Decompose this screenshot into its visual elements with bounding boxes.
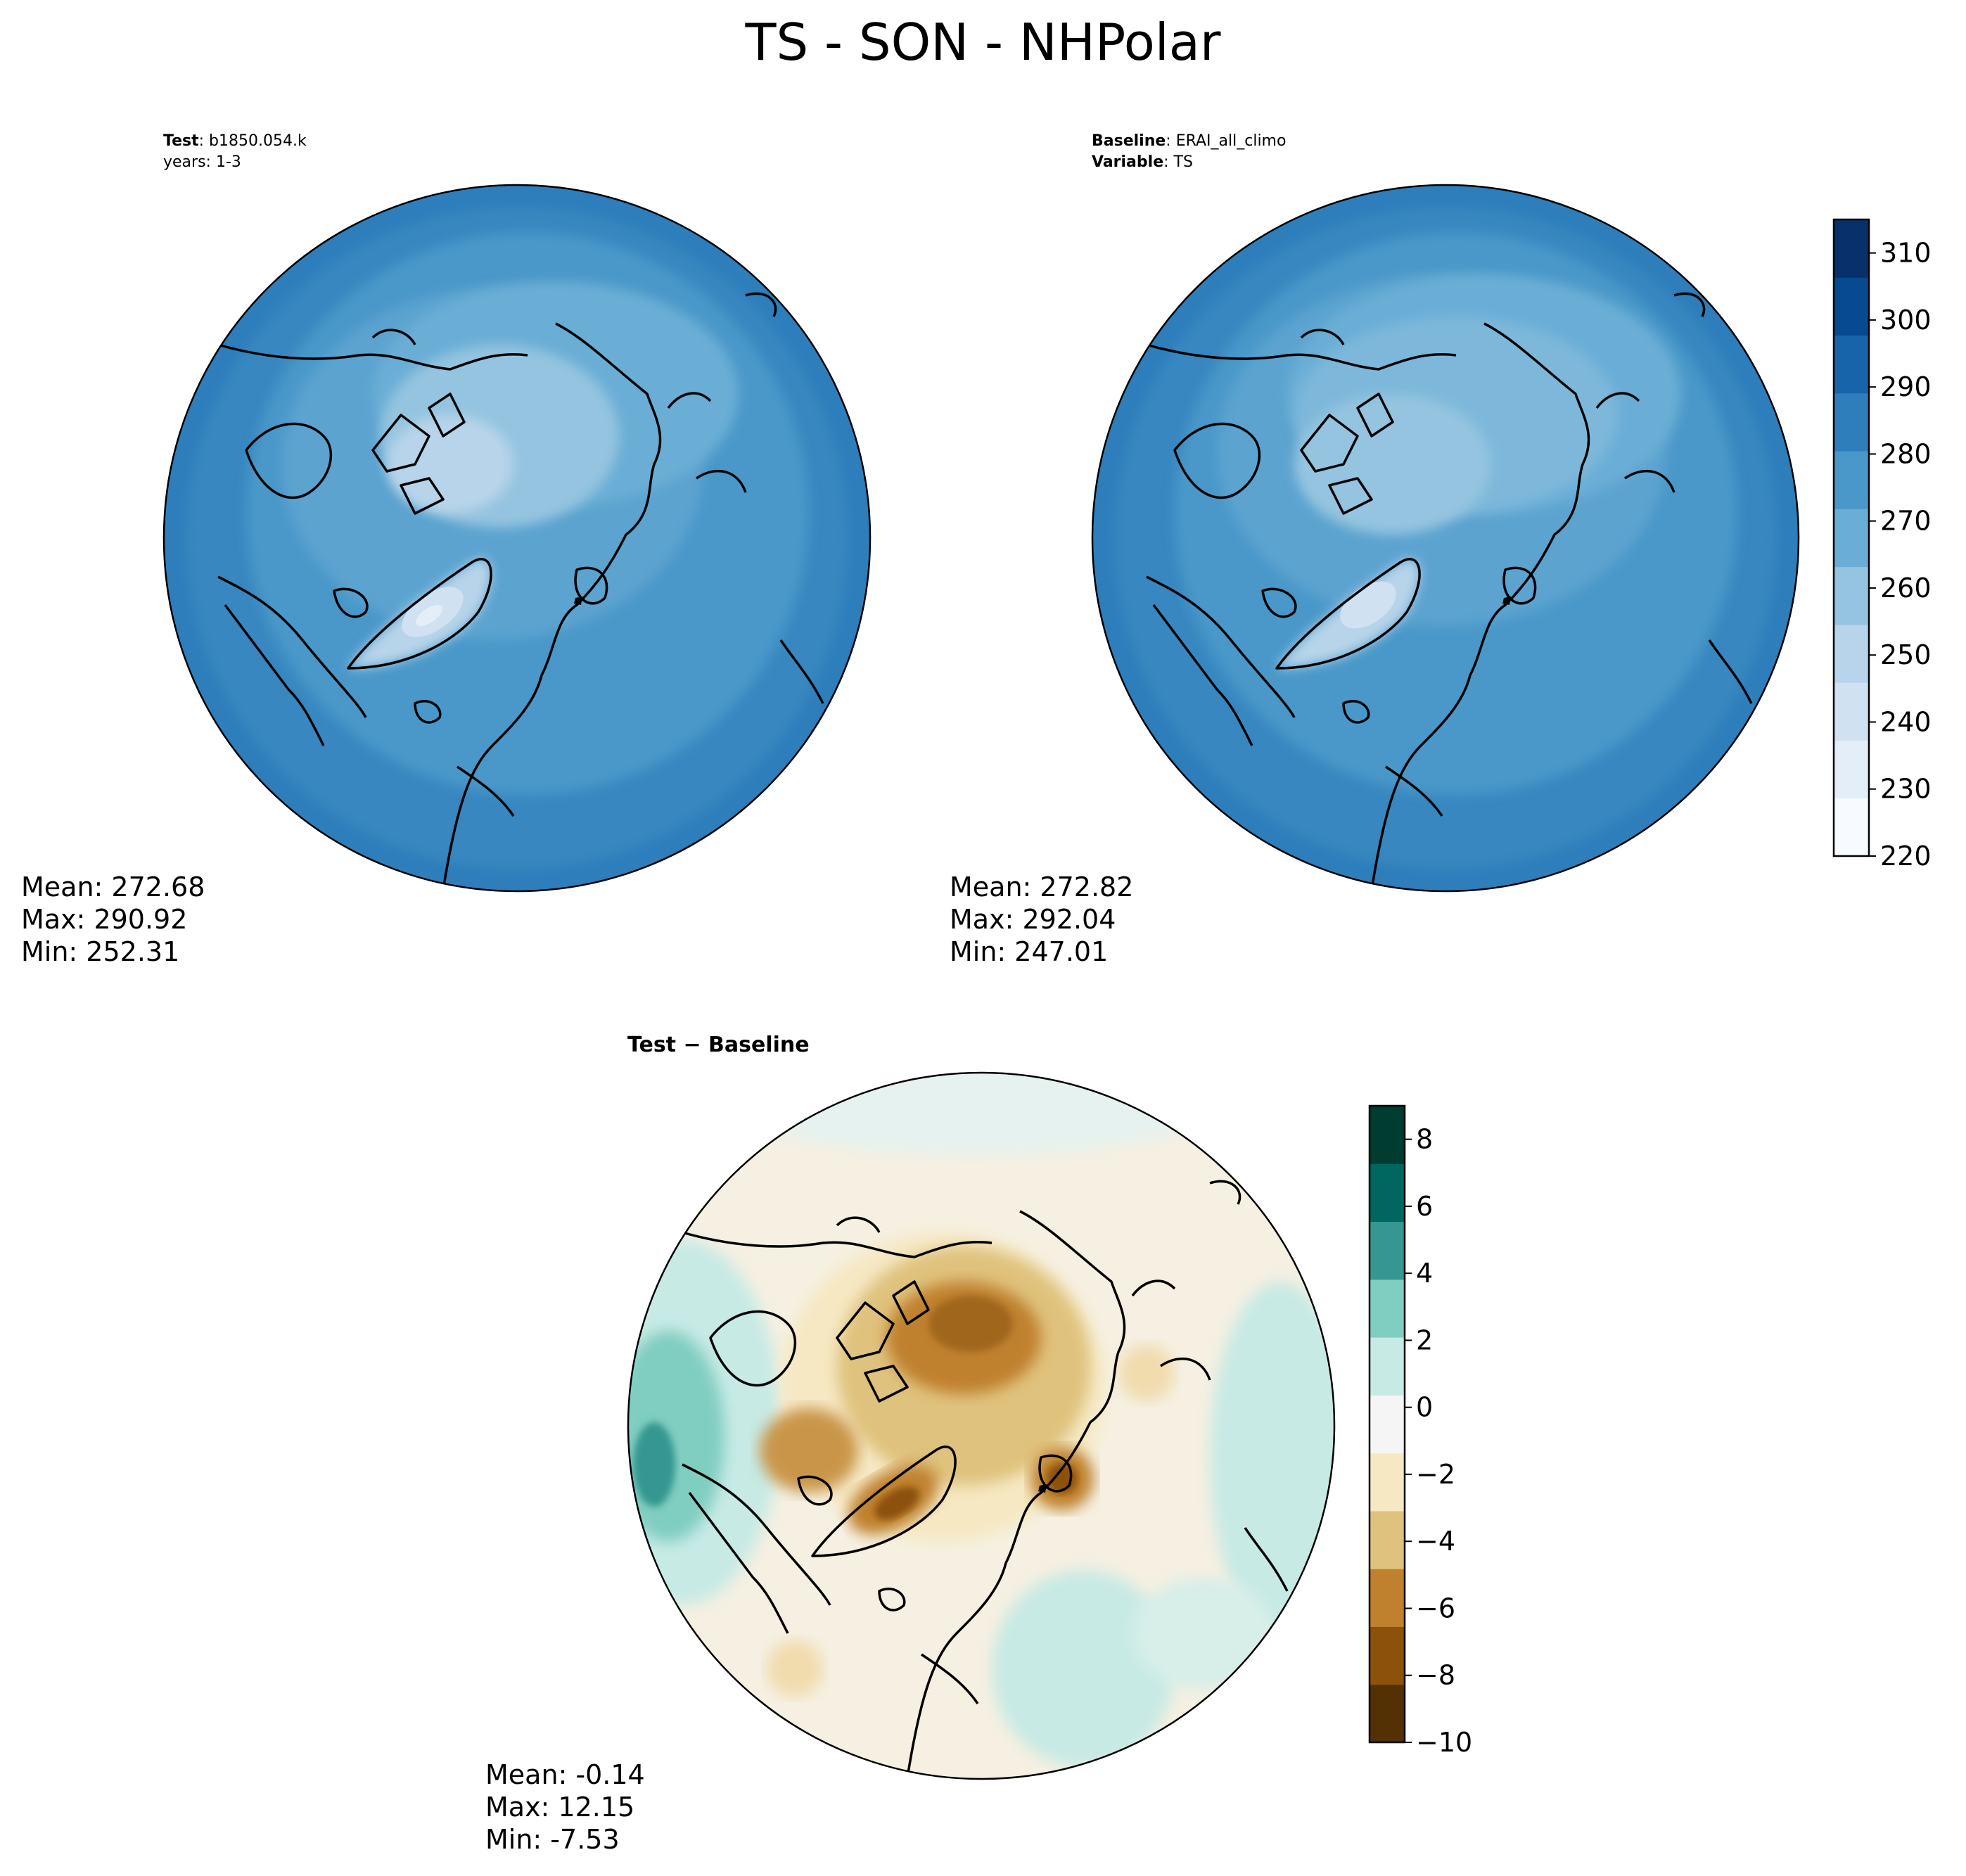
variable-label: Variable bbox=[1092, 153, 1164, 171]
baseline-mean: Mean: 272.82 bbox=[950, 872, 1134, 902]
colorbar-absolute-swatch bbox=[1834, 682, 1869, 741]
colorbar-difference-tick-label: 6 bbox=[1416, 1191, 1433, 1222]
colorbar-absolute-swatch bbox=[1834, 219, 1869, 278]
colorbar-difference-swatch bbox=[1370, 1221, 1405, 1280]
colorbar-difference-tick-label: 4 bbox=[1416, 1258, 1433, 1289]
colorbar-difference-tick-label: −10 bbox=[1416, 1727, 1472, 1758]
colorbar-absolute-tick-label: 230 bbox=[1880, 774, 1932, 805]
colorbar-absolute-swatch bbox=[1834, 509, 1869, 568]
colorbar-difference-swatch bbox=[1370, 1453, 1405, 1512]
test-years: years: 1-3 bbox=[163, 153, 241, 171]
colorbar-difference-frame bbox=[1368, 1104, 1406, 1744]
colorbar-difference-tick-label: −4 bbox=[1416, 1526, 1455, 1557]
baseline-label: Baseline bbox=[1092, 132, 1166, 150]
colorbar-difference-swatch bbox=[1370, 1106, 1405, 1164]
figure-title: TS - SON - NHPolar bbox=[745, 13, 1221, 72]
colorbar-absolute-tick-label: 280 bbox=[1880, 438, 1932, 469]
colorbar-difference-swatch bbox=[1370, 1510, 1405, 1569]
diff-max: Max: 12.15 bbox=[485, 1792, 635, 1823]
colorbar-absolute-swatch bbox=[1834, 277, 1869, 336]
baseline-case: : ERAI_all_climo bbox=[1166, 132, 1287, 150]
colorbar-absolute-tick-label: 260 bbox=[1880, 573, 1932, 604]
test-map bbox=[162, 184, 872, 893]
baseline-max: Max: 292.04 bbox=[950, 904, 1116, 935]
colorbar-difference-swatch bbox=[1370, 1626, 1405, 1685]
colorbar-difference-tick-label: 8 bbox=[1416, 1124, 1433, 1155]
diff-stats: Mean: -0.14 Max: 12.15 Min: -7.53 bbox=[485, 1759, 645, 1856]
diff-title: Test − Baseline bbox=[627, 1033, 810, 1057]
colorbar-absolute-swatch bbox=[1834, 798, 1869, 857]
colorbar-difference-swatch bbox=[1370, 1279, 1405, 1338]
colorbar-absolute-swatch bbox=[1834, 624, 1869, 683]
colorbar-difference: −10 −8 −6 −4 −2 0 2 4 6 8 bbox=[1368, 1104, 1472, 1758]
colorbar-absolute-frame bbox=[1832, 218, 1870, 857]
test-min: Min: 252.31 bbox=[21, 936, 180, 967]
colorbar-difference-tick-label: 2 bbox=[1416, 1325, 1433, 1355]
colorbar-absolute-tick-label: 240 bbox=[1880, 706, 1932, 737]
colorbar-absolute-tick-label: 270 bbox=[1880, 506, 1932, 537]
colorbar-difference-swatch bbox=[1370, 1163, 1405, 1223]
baseline-header: Baseline: ERAI_all_climo Variable: TS bbox=[1092, 131, 1286, 173]
test-header: Test: b1850.054.k years: 1-3 bbox=[163, 131, 307, 173]
colorbar-absolute-swatch bbox=[1834, 335, 1869, 394]
colorbar-absolute-tick-label: 250 bbox=[1880, 639, 1932, 670]
diff-min: Min: -7.53 bbox=[485, 1824, 620, 1855]
difference-map bbox=[627, 1071, 1336, 1780]
colorbar-absolute-swatch bbox=[1834, 566, 1869, 625]
colorbar-absolute-tick-label: 310 bbox=[1880, 238, 1932, 269]
colorbar-absolute-swatch bbox=[1834, 393, 1869, 452]
test-stats: Mean: 272.68 Max: 290.92 Min: 252.31 bbox=[21, 871, 205, 968]
colorbar-absolute-tick-label: 220 bbox=[1880, 841, 1932, 872]
colorbar-absolute-swatch bbox=[1834, 451, 1869, 509]
test-case: : b1850.054.k bbox=[198, 132, 307, 150]
colorbar-absolute: 220 230 240 250 260 270 280 290 300 310 bbox=[1832, 218, 1932, 872]
colorbar-difference-tick-label: −8 bbox=[1416, 1660, 1455, 1691]
colorbar-difference-tick-label: −6 bbox=[1416, 1593, 1455, 1623]
colorbar-difference-swatch bbox=[1370, 1337, 1405, 1396]
colorbar-absolute-tick-label: 290 bbox=[1880, 371, 1932, 402]
variable-value: : TS bbox=[1163, 153, 1193, 171]
colorbar-difference-swatch bbox=[1370, 1569, 1405, 1627]
baseline-stats: Mean: 272.82 Max: 292.04 Min: 247.01 bbox=[950, 871, 1133, 968]
colorbar-difference-swatch bbox=[1370, 1395, 1405, 1454]
diff-mean: Mean: -0.14 bbox=[485, 1759, 645, 1790]
colorbar-absolute-tick-label: 300 bbox=[1880, 305, 1932, 336]
colorbar-absolute-swatch bbox=[1834, 740, 1869, 799]
colorbar-difference-swatch bbox=[1370, 1684, 1405, 1743]
baseline-min: Min: 247.01 bbox=[950, 936, 1109, 967]
test-mean: Mean: 272.68 bbox=[21, 872, 205, 902]
colorbar-difference-tick-label: 0 bbox=[1416, 1392, 1433, 1423]
colorbar-difference-tick-label: −2 bbox=[1416, 1459, 1455, 1490]
test-label: Test bbox=[163, 132, 199, 150]
baseline-map bbox=[1091, 184, 1800, 893]
test-max: Max: 290.92 bbox=[21, 904, 188, 935]
